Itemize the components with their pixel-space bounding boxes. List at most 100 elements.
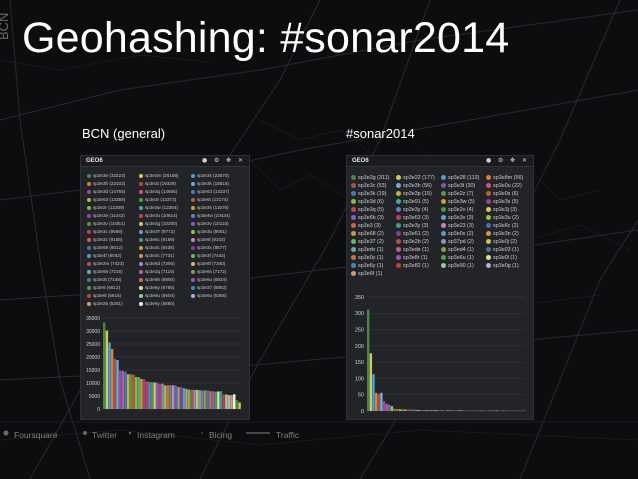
legend-item[interactable]: sp3e0u (22) (486, 182, 522, 191)
legend-item[interactable]: sp3e8m (56) (486, 174, 523, 183)
close-icon[interactable]: ✕ (522, 157, 528, 164)
legend-item[interactable]: sp3e0x (2) (441, 230, 473, 239)
legend-item[interactable]: sp3e3x (8577) (191, 244, 226, 251)
legend-item[interactable]: sp3e3p (15) (396, 190, 432, 199)
legend-item[interactable]: sp3e6c (2) (486, 222, 518, 231)
legend-item[interactable]: sp3e28 (113) (441, 174, 479, 183)
legend-item[interactable]: sp3e0l (1) (486, 254, 517, 263)
legend-item[interactable]: sp3e6s (7172) (191, 268, 226, 275)
legend-item[interactable]: sp3e4f (8042) (87, 252, 121, 259)
legend-item[interactable]: sp3e68 (2) (351, 230, 384, 239)
legend-item[interactable]: sp3edv (1) (351, 246, 383, 255)
legend-item[interactable]: sp3e6y (6766) (139, 284, 174, 291)
legend-item[interactable]: sp3e3c (53) (351, 182, 386, 191)
legend-item[interactable]: sp3e3c (9669) (87, 228, 122, 235)
legend-item[interactable]: sp3e2t (7148) (87, 276, 121, 283)
legend-item[interactable]: sp3e3f (7442) (191, 252, 225, 259)
legend-item[interactable]: sp3e3u (9081) (191, 228, 227, 235)
legend-item[interactable]: sp3e3s (11576) (191, 204, 229, 211)
legend-item[interactable]: sp3e61 (2) (396, 230, 429, 239)
legend-item[interactable]: sp3e2z (7) (441, 190, 473, 199)
legend-item[interactable]: sp3e3w (5) (441, 198, 475, 207)
legend-item[interactable]: sp3e0g (1) (486, 262, 519, 271)
legend-item[interactable]: sp3e2b (2) (396, 238, 429, 247)
legend-item[interactable]: sp3e90 (1) (441, 262, 474, 271)
legend-item[interactable]: sp3e6y (5660) (139, 300, 174, 307)
legend-item[interactable]: sp3e3t (19339) (139, 180, 176, 187)
legend-item[interactable]: sp3e6b (3) (351, 214, 384, 223)
legend-item[interactable]: sp3ed4 (1) (441, 246, 474, 255)
move-icon[interactable]: ✥ (510, 157, 516, 164)
legend-item[interactable]: sp3e6d (7356) (139, 260, 175, 267)
legend-item[interactable]: sp3e3e (33223) (87, 172, 125, 179)
legend-item[interactable]: sp3e22 (177) (396, 174, 435, 183)
legend-item[interactable]: sp3e6u (1) (441, 254, 474, 263)
legend-item[interactable]: sp37pd (2) (441, 238, 474, 247)
legend-item[interactable]: sp3e3q (7116) (139, 268, 174, 275)
legend-item[interactable]: sp3e6u (5356) (191, 292, 227, 299)
legend-item[interactable]: sp3e3h (56) (396, 182, 432, 191)
legend-item[interactable]: sp3e6u (5604) (139, 292, 175, 299)
legend-item[interactable]: sp3e3s (5) (486, 198, 518, 207)
legend-item[interactable]: sp3e0s (6) (486, 190, 518, 199)
legend-item[interactable]: sp3e3 (3) (351, 222, 381, 231)
legend-item[interactable]: sp3e6h (6850) (139, 276, 175, 283)
legend-item[interactable]: sp3e3v (3) (441, 214, 473, 223)
close-icon[interactable]: ✕ (238, 157, 244, 164)
legend-item[interactable]: sp3e0y (1) (351, 254, 383, 263)
legend-item[interactable]: sp3e2g (311) (351, 174, 389, 183)
legend-item[interactable]: sp3e2z (9158) (87, 236, 122, 243)
info-icon[interactable]: ● (486, 157, 492, 164)
gear-icon[interactable]: ⚙ (498, 157, 504, 164)
legend-item[interactable]: sp3ede (1) (396, 246, 429, 255)
legend-item[interactable]: sp3e6f (7340) (191, 260, 225, 267)
legend-item[interactable]: sp3e3q (14666) (139, 188, 177, 195)
legend-item[interactable]: sp3e91 (5) (396, 198, 429, 207)
legend-item[interactable]: sp3e3m (20168) (139, 172, 178, 179)
legend-item[interactable]: sp3e4w (10424) (191, 212, 230, 219)
legend-item[interactable]: sp3e6y (1) (351, 262, 383, 271)
legend-item[interactable]: sp3e3u (10614) (139, 212, 177, 219)
legend-item[interactable]: sp3e82 (1) (396, 262, 429, 271)
legend-item[interactable]: sp3e63 (3) (396, 214, 429, 223)
legend-item[interactable]: sp3e3d (14755) (87, 188, 125, 195)
legend-item[interactable]: sp3e2r (12309) (87, 204, 124, 211)
legend-item[interactable]: sp3e8r (1) (396, 254, 428, 263)
legend-item[interactable]: sp3e0j (2) (486, 238, 517, 247)
legend-item[interactable]: sp3e2m (7423) (87, 260, 124, 267)
legend-item[interactable]: sp3e03 (1) (486, 246, 519, 255)
legend-item[interactable]: sp3e3q (5) (351, 206, 384, 215)
legend-item[interactable]: sp3e3k (19) (351, 190, 386, 199)
legend-item[interactable]: sp3e6u (6834) (191, 276, 227, 283)
legend-item[interactable]: sp3e3k (18815) (191, 180, 229, 187)
legend-item[interactable]: sp3e37 (2) (351, 238, 384, 247)
legend-item[interactable]: sp3e3h (23103) (87, 180, 125, 187)
legend-item[interactable]: sp3e2v (4) (441, 206, 473, 215)
legend-item[interactable]: sp3e69 (9012) (87, 244, 123, 251)
legend-item[interactable]: sp3e3y (3) (396, 222, 428, 231)
legend-item[interactable]: sp3e3T (9772) (139, 228, 175, 235)
info-icon[interactable]: ● (202, 157, 208, 164)
legend-item[interactable]: sp3e3u (2) (486, 214, 519, 223)
legend-item[interactable]: sp3e26 (5281) (87, 300, 123, 307)
legend-item[interactable]: sp3e37 (6853) (191, 284, 227, 291)
legend-item[interactable]: sp3e3c (8438) (139, 244, 174, 251)
legend-item[interactable]: sp3e3s (23570) (191, 172, 229, 179)
legend-item[interactable]: sp3e3w (12254) (139, 204, 178, 211)
legend-item[interactable]: sp3e3n (2) (486, 230, 519, 239)
legend-item[interactable]: sp3e66 (7216) (87, 268, 123, 275)
legend-item[interactable]: sp3e3c (7731) (139, 252, 174, 259)
legend-item[interactable]: sp3e6c (9169) (139, 236, 174, 243)
legend-item[interactable]: sp3e3v (10110) (191, 220, 229, 227)
legend-item[interactable]: sp3e63 (13359) (87, 196, 125, 203)
gear-icon[interactable]: ⚙ (214, 157, 220, 164)
move-icon[interactable]: ✥ (226, 157, 232, 164)
legend-item[interactable]: sp3e3t (30) (441, 182, 475, 191)
legend-item[interactable]: sp3e3e (11442) (87, 212, 125, 219)
legend-item[interactable]: sp3e3j (3) (486, 206, 517, 215)
legend-item[interactable]: sp3e3g (10200) (139, 220, 177, 227)
legend-item[interactable]: sp3e6l (9103) (191, 236, 225, 243)
legend-item[interactable]: sp3e6f (1) (351, 270, 382, 279)
legend-item[interactable]: sp3e6l (5615) (87, 292, 121, 299)
legend-item[interactable]: sp3e3y (4) (396, 206, 428, 215)
